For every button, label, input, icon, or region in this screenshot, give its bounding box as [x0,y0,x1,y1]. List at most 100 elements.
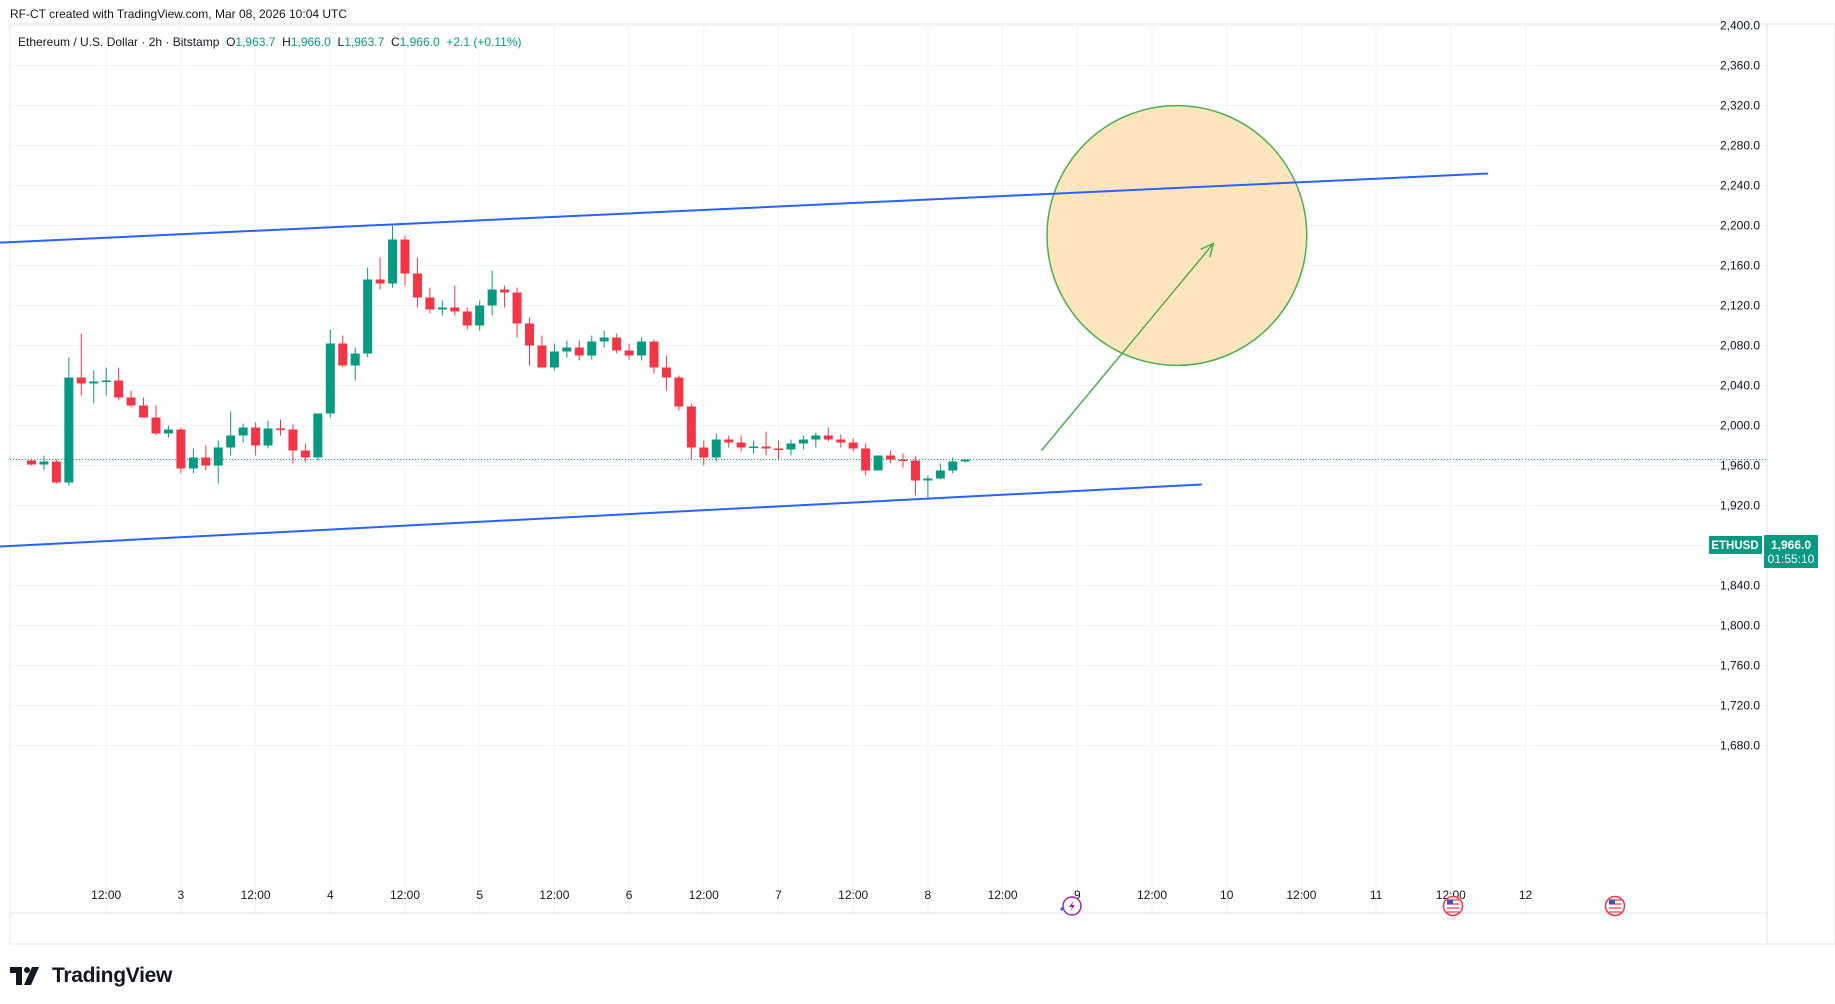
tradingview-logo-text: TradingView [52,964,173,987]
candle-body-up [64,377,74,483]
candle-body-down [500,289,510,293]
candle-body-up [637,341,647,356]
close-value: 1,966.0 [399,35,440,49]
candle-body-down [338,343,348,366]
time-tick-label: 12 [1519,888,1533,902]
candle-body-down [276,428,285,430]
tradingview-logo[interactable]: TradingView [10,964,172,988]
candle-body-down [76,377,86,384]
candle-body-up [923,478,933,481]
candle-body-down [910,460,920,481]
drawings-overlay [0,172,1489,548]
price-tick-label: 2,000.0 [1720,419,1760,433]
time-tick-label: 11 [1370,888,1383,902]
symbol-tag-bg [1709,536,1762,554]
time-tick-label: 4 [327,888,334,902]
price-axis[interactable]: 2,400.0 2,360.0 2,320.0 2,280.0 2,240.0 2,200… [1720,19,1760,753]
candle-body-up [811,435,821,440]
high-value: 1,966.0 [290,35,331,49]
low-value: 1,963.7 [344,35,385,49]
candle-body-up [935,470,945,479]
candle-body-up [226,435,236,448]
time-axis[interactable]: 12:00 3 12:00 4 12:00 5 12:00 6 12:00 7 12:00 8 12:0… [91,888,1532,902]
time-tick-label: 10 [1220,888,1234,902]
flag-icon-stripe [1609,909,1621,911]
candle-body-down [649,341,659,368]
time-tick-label: 3 [178,888,185,902]
flag-icon-stripe [1609,907,1621,909]
candle-body-up [238,427,248,436]
flag-icon-stripe [1447,905,1459,907]
symbol-legend[interactable]: Ethereum / U.S. Dollar · 2h · Bitstamp O… [18,35,522,49]
candle-body-up [948,461,958,471]
time-tick-label: 12:00 [689,888,719,902]
trendline-lower-channel [0,483,1202,548]
price-tick-label: 2,080.0 [1720,339,1760,353]
price-tick-label: 1,720.0 [1720,699,1760,713]
us-flag-event-icon [1442,895,1464,917]
candles-layer [27,225,970,498]
candle-body-up [39,461,49,465]
time-tick-label: 12:00 [539,888,569,902]
candle-body-down [861,448,871,471]
flag-icon-canton [1447,899,1453,905]
candle-body-down [724,439,734,443]
candle-body-up [475,305,485,326]
candle-body-down [412,273,422,298]
close-label: C [390,35,400,49]
candle-body-up [363,279,373,354]
candle-body-down [300,450,310,458]
price-tick-label: 1,840.0 [1720,579,1760,593]
candle-body-up [873,455,883,471]
time-tick-label: 12:00 [91,888,121,902]
us-flag-event-icon [1604,895,1626,917]
price-tick-label: 1,680.0 [1720,739,1760,753]
price-tick-label: 1,960.0 [1720,459,1760,473]
candle-body-up [599,337,609,342]
tradingview-logo-icon [10,967,39,985]
time-tick-label: 12:00 [241,888,271,902]
price-tick-label: 2,400.0 [1720,19,1760,33]
flag-icon-stripe [1609,905,1621,907]
candle-body-up [587,341,597,356]
price-tick-label: 1,800.0 [1720,619,1760,633]
arrow-line [1040,243,1214,451]
candle-body-down [400,239,410,274]
candle-body-up [549,351,559,368]
price-tag-countdown: 01:55:10 [1768,552,1815,566]
chart-frame [9,23,1835,945]
time-tick-label: 8 [925,888,932,902]
candle-body-up [89,381,99,384]
change-value: +2.1 (+0.11%) [446,35,522,49]
price-tick-label: 2,160.0 [1720,259,1760,273]
candle-body-up [798,439,808,444]
flag-icon-stripe [1447,909,1459,911]
time-tick-label: 7 [775,888,782,902]
attribution-text: RF-CT created with TradingView.com, Mar … [10,7,348,21]
flag-icon-stripe [1447,907,1459,909]
candle-body-up [562,347,572,352]
flag-icon-stripe [1609,911,1621,913]
candle-body-down [151,417,161,434]
candle-body-down [774,448,783,450]
trendline-upper-channel [0,172,1489,244]
time-tick-label: 12:00 [1286,888,1316,902]
last-price-tag: ETHUSD 1,966.0 01:55:10 [1709,535,1818,568]
symbol-description: Ethereum / U.S. Dollar · 2h · Bitstamp [18,35,220,49]
candle-body-down [823,435,833,440]
candle-body-down [27,460,36,465]
time-tick-label: 12:00 [390,888,420,902]
flag-icon-canton [1609,899,1615,905]
candle-body-down [537,345,547,368]
candle-body-up [786,443,796,450]
time-tick-label: 9 [1074,888,1081,902]
events-layer [1060,895,1626,917]
candle-body-down [462,311,472,326]
time-tick-label: 5 [476,888,483,902]
candle-body-up [325,343,335,414]
candle-body-down [251,427,261,446]
candle-body-down [201,457,211,466]
candle-body-down [574,347,584,356]
candle-body-down [114,380,124,398]
